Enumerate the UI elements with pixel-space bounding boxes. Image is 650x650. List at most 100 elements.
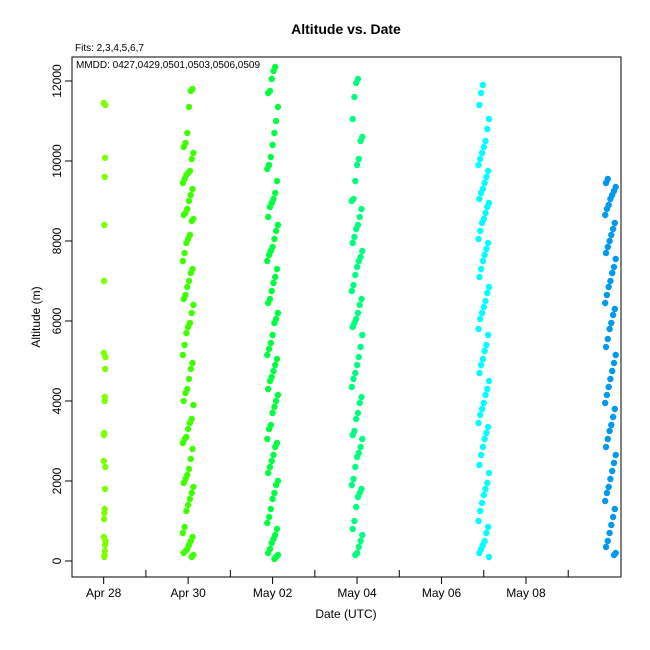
data-point: [348, 197, 355, 205]
data-point: [102, 463, 109, 471]
data-point: [611, 219, 618, 227]
data-point: [484, 523, 492, 531]
data-point: [353, 361, 361, 369]
data-point: [265, 251, 273, 259]
data-point: [180, 295, 187, 303]
data-point: [606, 529, 613, 537]
data-point: [190, 483, 197, 491]
y-axis-label: Altitude (m): [29, 286, 43, 347]
data-point: [185, 277, 193, 285]
data-point: [180, 549, 187, 557]
data-point: [265, 425, 273, 433]
data-point: [188, 553, 195, 561]
data-point: [484, 331, 492, 339]
data-point: [481, 347, 488, 355]
data-point: [186, 495, 194, 503]
data-point: [351, 517, 358, 525]
data-point: [602, 543, 610, 551]
data-point: [184, 501, 192, 509]
data-point: [274, 221, 282, 229]
data-point: [353, 79, 360, 87]
data-point: [485, 115, 493, 123]
data-point: [348, 287, 355, 295]
data-point: [350, 475, 357, 483]
data-point: [610, 359, 618, 367]
data-point: [352, 551, 359, 559]
chart-subtitle-fits: Fits: 2,3,4,5,6,7: [75, 43, 144, 54]
data-point: [350, 375, 357, 383]
data-point: [484, 423, 492, 431]
data-point: [273, 525, 281, 533]
data-point: [354, 409, 362, 417]
data-point: [607, 195, 614, 203]
data-point: [608, 319, 615, 327]
data-point: [604, 335, 611, 343]
data-point: [476, 549, 483, 557]
data-point: [475, 517, 482, 525]
data-point: [271, 489, 278, 497]
data-point: [187, 269, 194, 277]
data-point: [610, 459, 618, 467]
data-point: [101, 154, 109, 161]
data-point: [609, 269, 616, 277]
data-point: [102, 101, 109, 109]
data-point: [478, 499, 486, 507]
data-point: [185, 375, 193, 383]
data-point: [267, 505, 274, 513]
data-point: [359, 531, 366, 539]
data-point: [610, 551, 618, 559]
data-point: [480, 143, 487, 151]
x-axis-label: Date (UTC): [315, 607, 376, 621]
data-point: [180, 211, 187, 219]
data-point: [485, 553, 493, 561]
data-point: [478, 219, 486, 227]
data-point: [348, 481, 355, 489]
data-point: [357, 537, 364, 545]
data-point: [602, 211, 609, 219]
data-point: [602, 399, 609, 407]
data-point: [351, 233, 358, 241]
data-point: [480, 491, 487, 499]
data-point: [605, 283, 612, 291]
data-point: [612, 255, 619, 263]
data-point: [190, 401, 197, 409]
data-point: [188, 217, 195, 225]
data-point: [606, 325, 613, 333]
data-point: [477, 315, 484, 323]
data-point: [187, 87, 194, 95]
data-point: [602, 443, 610, 451]
data-point: [267, 153, 274, 161]
data-point: [180, 143, 187, 151]
data-point: [184, 283, 191, 291]
data-point: [269, 141, 276, 149]
data-point: [179, 351, 187, 359]
data-point: [476, 195, 483, 203]
data-point: [356, 213, 363, 221]
data-point: [349, 525, 356, 533]
data-point: [352, 463, 359, 471]
data-point: [602, 343, 610, 351]
data-point: [483, 429, 490, 437]
data-point: [479, 81, 487, 89]
data-point: [265, 549, 272, 557]
data-point: [264, 519, 271, 527]
data-point: [477, 227, 484, 235]
data-point: [609, 311, 617, 319]
data-point: [190, 301, 197, 309]
data-point: [485, 283, 493, 291]
data-point: [483, 529, 490, 537]
data-point: [183, 507, 190, 515]
data-point: [475, 161, 482, 169]
data-point: [478, 309, 486, 317]
data-point: [603, 391, 611, 399]
data-point: [477, 89, 485, 97]
data-point: [358, 393, 365, 401]
data-point: [265, 513, 273, 521]
data-point: [603, 205, 611, 213]
data-point: [481, 251, 488, 259]
data-point: [485, 377, 493, 385]
data-point: [185, 465, 193, 473]
data-point: [100, 431, 108, 439]
data-point: [356, 399, 363, 407]
data-point: [264, 257, 271, 265]
